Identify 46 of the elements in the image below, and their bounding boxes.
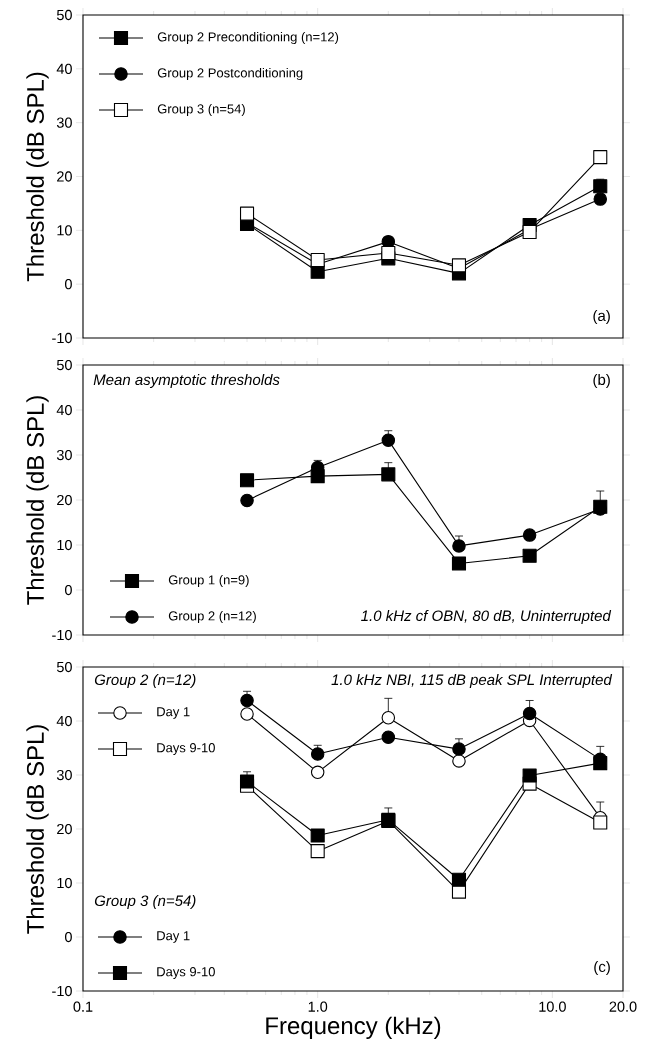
x-tick-label: 20.0 bbox=[609, 1001, 637, 1012]
annotation: (a) bbox=[593, 310, 610, 324]
y-tick-label: 40 bbox=[56, 63, 72, 74]
y-axis-title: Threshold (dB SPL) bbox=[26, 396, 49, 605]
y-tick-label: 0 bbox=[64, 279, 72, 290]
legend-label: Group 2 Postconditioning bbox=[157, 67, 303, 81]
y-tick-label: 30 bbox=[56, 117, 72, 128]
legend-label: Group 1 (n=9) bbox=[168, 574, 249, 588]
x-tick-label: 0.1 bbox=[73, 1001, 93, 1012]
annotation: 1.0 kHz NBI, 115 dB peak SPL Interrupted bbox=[331, 674, 613, 688]
x-tick-label: 1.0 bbox=[308, 1001, 328, 1012]
y-tick-label: 40 bbox=[56, 404, 72, 416]
y-tick-label: 40 bbox=[56, 715, 72, 727]
y-tick-label: 30 bbox=[56, 769, 72, 781]
y-tick-label: 10 bbox=[57, 877, 72, 889]
y-tick-label: 50 bbox=[56, 359, 72, 371]
y-axis-title: Threshold (dB SPL) bbox=[26, 725, 49, 934]
y-axis-title: Threshold (dB SPL) bbox=[26, 72, 49, 282]
y-tick-label: 0 bbox=[64, 584, 72, 596]
y-tick-label: 20 bbox=[57, 494, 72, 506]
annotation: Group 3 (n=54) bbox=[94, 895, 196, 909]
legend-label: Days 9-10 bbox=[157, 967, 215, 979]
annotation: Mean asymptotic thresholds bbox=[93, 374, 280, 388]
y-tick-label: -10 bbox=[52, 985, 72, 997]
y-tick-label: 20 bbox=[57, 171, 72, 182]
y-tick-label: 20 bbox=[57, 823, 72, 835]
annotation: (b) bbox=[593, 374, 610, 388]
legend-label: Group 2 (n=12) bbox=[168, 610, 256, 624]
annotation: 1.0 kHz cf OBN, 80 dB, Uninterrupted bbox=[361, 610, 612, 624]
annotation: (c) bbox=[594, 961, 610, 975]
y-tick-label: -10 bbox=[52, 332, 72, 344]
y-tick-label: 50 bbox=[56, 661, 72, 673]
y-tick-label: 50 bbox=[56, 9, 72, 21]
annotation: Group 2 (n=12) bbox=[94, 674, 196, 688]
legend-label: Day 1 bbox=[157, 931, 190, 943]
x-axis-title: Frequency (kHz) bbox=[266, 1016, 441, 1040]
x-tick-label: 10.0 bbox=[539, 1001, 566, 1012]
legend-label: Group 3 (n=54) bbox=[157, 103, 245, 117]
y-tick-label: 10 bbox=[57, 539, 72, 551]
legend-label: Group 2 Preconditioning (n=12) bbox=[157, 31, 339, 45]
legend-label: Day 1 bbox=[157, 707, 190, 719]
y-tick-label: 0 bbox=[64, 931, 72, 943]
legend-label: Days 9-10 bbox=[157, 743, 215, 755]
y-tick-label: -10 bbox=[52, 629, 72, 641]
y-tick-label: 30 bbox=[56, 449, 72, 461]
y-tick-label: 10 bbox=[57, 225, 72, 236]
